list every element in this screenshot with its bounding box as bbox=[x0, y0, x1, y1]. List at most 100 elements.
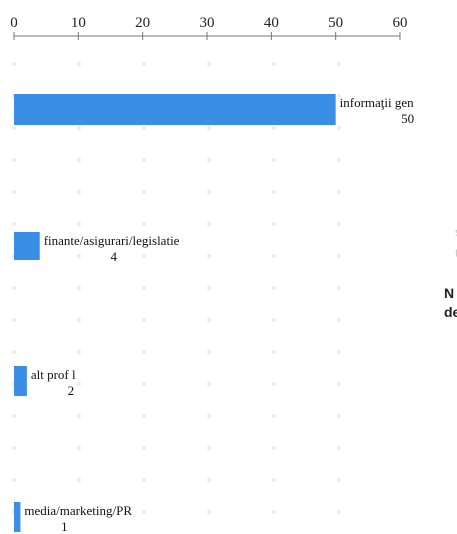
background-dot bbox=[142, 446, 146, 450]
background-dot bbox=[142, 62, 146, 66]
background-dot bbox=[337, 94, 341, 98]
background-dot bbox=[207, 414, 211, 418]
background-dot bbox=[142, 414, 146, 418]
background-dots bbox=[12, 62, 341, 514]
background-dot bbox=[272, 254, 276, 258]
x-tick-label: 0 bbox=[10, 15, 18, 31]
background-dot bbox=[142, 222, 146, 226]
background-dot bbox=[142, 254, 146, 258]
x-tick-label: 60 bbox=[393, 15, 408, 31]
bar-category-label: finante/asigurari/legislatie bbox=[44, 233, 180, 248]
x-tick-label: 10 bbox=[71, 15, 86, 31]
background-dot bbox=[142, 158, 146, 162]
background-dot bbox=[337, 478, 341, 482]
background-dot bbox=[272, 414, 276, 418]
background-dot bbox=[12, 286, 16, 290]
background-dot bbox=[272, 510, 276, 514]
background-dot bbox=[207, 158, 211, 162]
background-dot bbox=[12, 126, 16, 130]
background-dot bbox=[337, 126, 341, 130]
background-dot bbox=[207, 478, 211, 482]
bar-value-label: 50 bbox=[401, 111, 414, 126]
background-dot bbox=[77, 286, 81, 290]
background-dot bbox=[337, 414, 341, 418]
background-dot bbox=[207, 126, 211, 130]
background-dot bbox=[12, 350, 16, 354]
background-dot bbox=[207, 318, 211, 322]
x-tick-label: 20 bbox=[135, 15, 150, 31]
background-dot bbox=[272, 478, 276, 482]
background-dot bbox=[272, 318, 276, 322]
background-dot bbox=[337, 158, 341, 162]
background-dot bbox=[12, 222, 16, 226]
x-tick-label: 40 bbox=[264, 15, 279, 31]
background-dot bbox=[272, 62, 276, 66]
background-dot bbox=[77, 126, 81, 130]
bar-value-label: 4 bbox=[110, 249, 117, 264]
bar-category-label: alt prof l bbox=[31, 367, 76, 382]
bar-value-label: 1 bbox=[61, 519, 68, 534]
background-dot bbox=[142, 190, 146, 194]
background-dot bbox=[207, 446, 211, 450]
background-dot bbox=[337, 318, 341, 322]
background-dot bbox=[337, 382, 341, 386]
background-dot bbox=[272, 382, 276, 386]
background-dot bbox=[337, 350, 341, 354]
background-dot bbox=[142, 318, 146, 322]
background-dot bbox=[77, 158, 81, 162]
background-dot bbox=[142, 350, 146, 354]
background-dot bbox=[272, 126, 276, 130]
background-dot bbox=[337, 510, 341, 514]
side-text-faint-1: s bbox=[455, 225, 457, 239]
background-dot bbox=[12, 158, 16, 162]
background-dot bbox=[142, 286, 146, 290]
background-dot bbox=[207, 510, 211, 514]
background-dot bbox=[207, 382, 211, 386]
background-dot bbox=[337, 254, 341, 258]
background-dot bbox=[142, 126, 146, 130]
background-dot bbox=[77, 510, 81, 514]
bar bbox=[14, 94, 336, 125]
background-dot bbox=[272, 446, 276, 450]
background-dot bbox=[77, 190, 81, 194]
background-dot bbox=[337, 222, 341, 226]
background-dot bbox=[77, 414, 81, 418]
background-dot bbox=[207, 254, 211, 258]
x-tick-label: 30 bbox=[200, 15, 215, 31]
bar-value-label: 2 bbox=[68, 383, 75, 398]
background-dot bbox=[207, 190, 211, 194]
background-dot bbox=[77, 318, 81, 322]
background-dot bbox=[207, 286, 211, 290]
background-dot bbox=[337, 190, 341, 194]
side-text-line-1: N bbox=[444, 285, 454, 301]
background-dot bbox=[272, 350, 276, 354]
bar-category-label: media/marketing/PR bbox=[24, 503, 132, 518]
background-dot bbox=[337, 62, 341, 66]
bar bbox=[14, 232, 40, 260]
background-dot bbox=[77, 350, 81, 354]
background-dot bbox=[142, 510, 146, 514]
background-dot bbox=[77, 222, 81, 226]
background-dot bbox=[337, 286, 341, 290]
background-dot bbox=[272, 286, 276, 290]
background-dot bbox=[12, 62, 16, 66]
background-dot bbox=[12, 414, 16, 418]
background-dot bbox=[12, 318, 16, 322]
bar bbox=[14, 366, 27, 396]
background-dot bbox=[77, 254, 81, 258]
x-axis-ticks: 0 10 20 30 40 50 60 bbox=[10, 15, 408, 40]
x-tick-label: 50 bbox=[328, 15, 343, 31]
background-dot bbox=[207, 222, 211, 226]
background-dot bbox=[12, 190, 16, 194]
background-dot bbox=[207, 350, 211, 354]
background-dot bbox=[77, 446, 81, 450]
background-dot bbox=[12, 446, 16, 450]
side-text-faint-2: ( bbox=[455, 245, 457, 259]
background-dot bbox=[142, 382, 146, 386]
background-dot bbox=[272, 190, 276, 194]
side-text-line-2: de bbox=[444, 304, 457, 320]
background-dot bbox=[12, 478, 16, 482]
background-dot bbox=[77, 478, 81, 482]
